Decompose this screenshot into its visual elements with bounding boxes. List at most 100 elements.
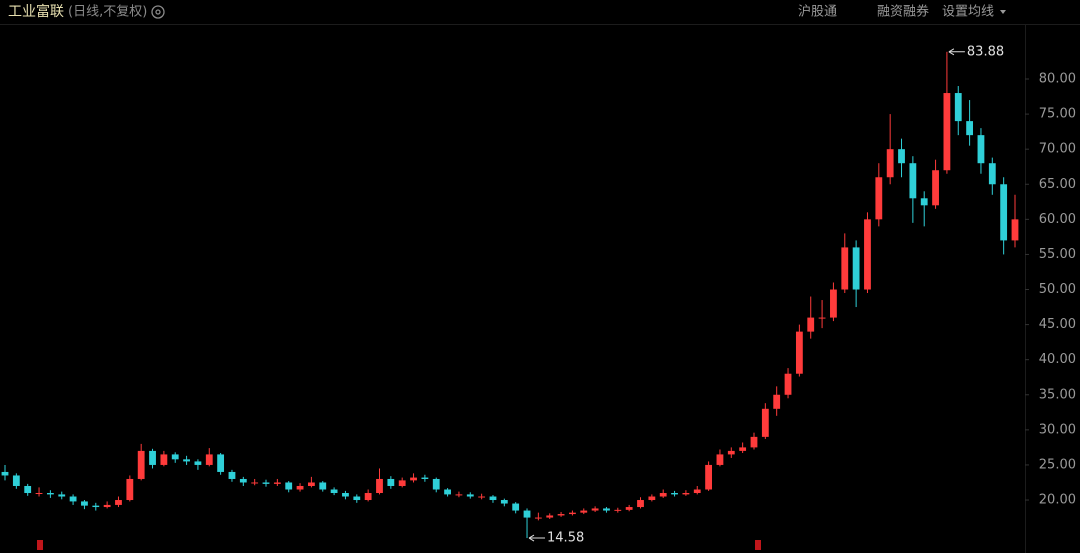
candle-body (455, 494, 463, 496)
candle-body (716, 454, 724, 465)
settings-icon-core (155, 9, 161, 15)
candle-body (569, 512, 576, 515)
candle-body (637, 500, 644, 508)
menu-item[interactable]: 融资融券 (877, 4, 929, 20)
candle-body (35, 493, 43, 495)
candle-body (614, 509, 622, 511)
annotation-arrowhead (948, 48, 955, 56)
event-marker (755, 540, 761, 550)
chart-title: 工业富联 (8, 3, 64, 20)
menu-item[interactable]: 沪股通 (798, 4, 837, 20)
dropdown-arrow (1000, 10, 1006, 14)
candle-body (183, 459, 190, 462)
y-tick-label: 70.00 (1039, 142, 1076, 157)
candle-body (444, 489, 451, 495)
candle-body (24, 485, 32, 494)
candle-body (1011, 219, 1019, 241)
annotation-arrowhead (528, 534, 535, 542)
candle-body (534, 517, 542, 519)
candle-body (115, 500, 122, 505)
candle-body (103, 504, 111, 508)
candle-body (580, 510, 588, 513)
candle-body (671, 493, 678, 495)
candle-body (160, 454, 168, 465)
candle-body (262, 482, 270, 484)
candle-body (69, 496, 77, 502)
candle-body (376, 478, 383, 494)
candle-body (705, 464, 712, 490)
candle-body (171, 454, 179, 460)
candle-body (12, 475, 20, 486)
candle-body (296, 485, 304, 490)
candle-body (750, 436, 758, 448)
y-tick-label: 50.00 (1039, 282, 1076, 297)
candle-body (251, 482, 259, 484)
candle-body (489, 496, 497, 501)
candle-body (421, 477, 429, 479)
y-tick-label: 25.00 (1039, 457, 1076, 472)
candle-body (478, 496, 486, 498)
candle-body (92, 505, 100, 508)
candle-body (659, 493, 667, 497)
candle-body (319, 482, 327, 490)
annotation-label: 14.58 (547, 531, 584, 546)
candle-body (466, 494, 474, 497)
candle-body (500, 500, 508, 504)
candle-body (398, 480, 406, 486)
candle-body (648, 496, 656, 501)
candle-body (523, 510, 531, 518)
candle-body (682, 493, 690, 495)
event-marker (37, 540, 43, 550)
y-tick-label: 30.00 (1039, 422, 1076, 437)
y-tick-label: 20.00 (1039, 493, 1076, 508)
candle-body (954, 93, 962, 122)
menu-item[interactable]: 设置均线 (942, 5, 994, 20)
candle-body (217, 454, 225, 472)
candle-body (512, 503, 520, 511)
candle-body (886, 149, 894, 178)
candle-body (330, 489, 338, 494)
candle-body (353, 496, 361, 501)
candle-body (603, 508, 610, 511)
candle-body (761, 408, 769, 437)
candle-body (126, 478, 134, 501)
candle-body (693, 489, 701, 494)
candle-body (364, 493, 372, 501)
candle-body (137, 450, 145, 479)
candle-body (932, 170, 939, 206)
y-tick-label: 35.00 (1039, 387, 1076, 402)
candle-body (46, 493, 54, 495)
settings-icon[interactable] (151, 5, 165, 19)
candle-body (966, 121, 974, 136)
candle-body (784, 373, 792, 395)
candle-body (943, 93, 951, 171)
candle-body (1, 471, 9, 476)
candle-body (988, 163, 996, 185)
candle-body (864, 219, 871, 290)
candle-body (410, 477, 417, 481)
y-tick-label: 45.00 (1039, 317, 1076, 332)
candle-body (841, 247, 849, 290)
annotation-label: 83.88 (967, 44, 1004, 59)
y-tick-label: 65.00 (1039, 177, 1076, 192)
candle-body (909, 163, 917, 199)
candle-body (795, 331, 803, 374)
y-tick-label: 75.00 (1039, 107, 1076, 122)
candle-body (773, 394, 781, 409)
candle-body (273, 482, 281, 484)
candle-body (387, 478, 395, 486)
candle-body (875, 177, 883, 220)
candle-body (194, 461, 202, 465)
chart-subtitle: (日线,不复权) (68, 4, 147, 20)
candle-body (591, 508, 599, 511)
candle-body (557, 514, 565, 516)
y-tick-label: 55.00 (1039, 247, 1076, 262)
candle-body (228, 471, 236, 479)
candle-body (625, 507, 633, 510)
candle-body (58, 494, 66, 497)
y-tick-label: 80.00 (1039, 72, 1076, 87)
candle-body (285, 482, 293, 490)
candle-body (308, 482, 315, 486)
